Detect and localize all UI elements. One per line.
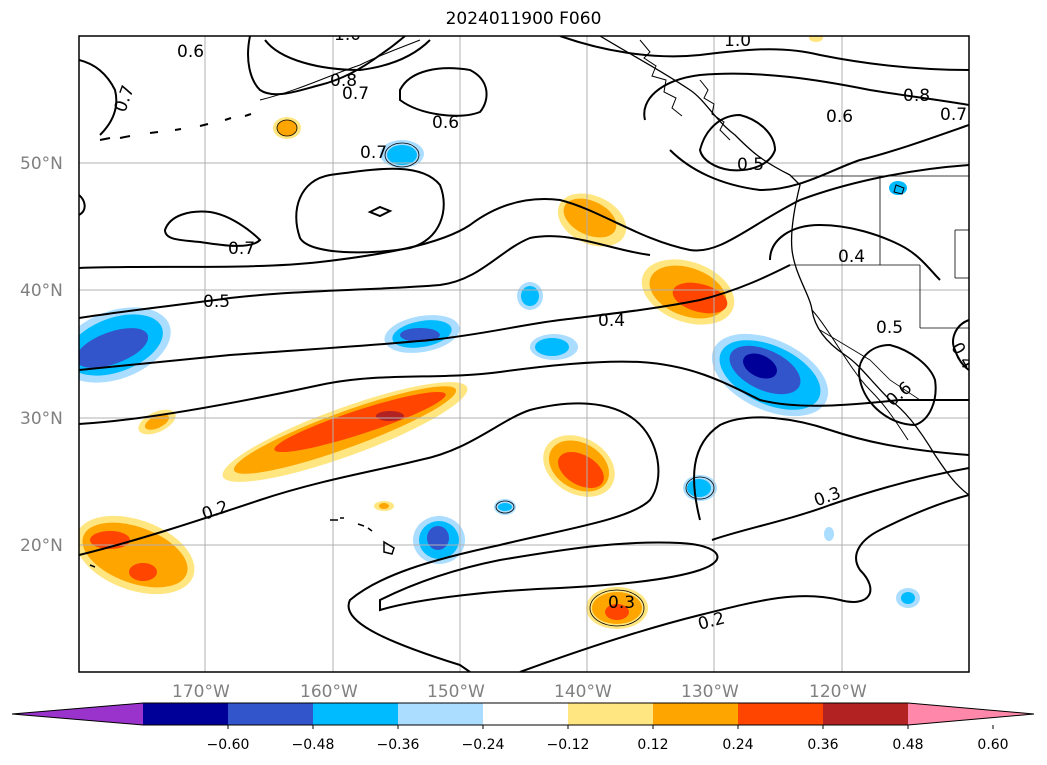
coastlines [89,36,969,568]
contour-label: 0.2 [696,608,727,634]
colorbar-tick-label: −0.12 [547,737,590,753]
contour-label: 0.6 [432,113,459,133]
lat-label: 40°N [20,281,63,301]
colorbar-tick-label: 0.48 [892,737,923,753]
colorbar-swatch [653,703,738,725]
contour-label: 0.7 [940,105,967,125]
contour-label: 0.4 [598,311,625,331]
contour-label: 0.7 [228,239,255,259]
lon-label: 130°W [681,682,739,702]
borders [790,175,969,401]
latitude-labels: 50°N 40°N 30°N 20°N [20,154,63,556]
colorbar-extend-low [12,703,143,725]
contour-label: 0.8 [330,71,357,91]
colorbar-tick-label: −0.36 [377,737,420,753]
map-title: 2024011900 F060 [445,9,602,29]
lon-label: 160°W [300,682,358,702]
colorbar-outline [11,702,1035,726]
lat-label: 30°N [20,409,63,429]
contour-label: 0.3 [608,593,635,613]
colorbar-tick-label: 0.36 [807,737,838,753]
lat-label: 50°N [20,154,63,174]
colorbar-swatch [398,703,483,725]
contour-labels: 0.6 1.0 0.8 0.7 0.6 0.7 1.0 0.8 0.7 0.6 … [111,25,977,635]
lat-label: 20°N [20,536,63,556]
colorbar-tick-label: −0.60 [207,737,250,753]
lon-label: 150°W [427,682,485,702]
contour-label: 0.6 [826,107,853,127]
colorbar-swatch [313,703,398,725]
contour-label: 0.5 [876,318,903,338]
lon-label: 140°W [554,682,612,702]
contour-label: 0.5 [737,155,764,175]
colorbar-tick-label: 0.12 [637,737,668,753]
contour-label: 0.3 [811,483,843,511]
contour-lines [79,36,969,672]
colorbar: −0.60 −0.48 −0.36 −0.24 −0.12 0.12 0.24 0.36 0.4… [11,702,1035,753]
lon-label: 170°W [172,682,230,702]
map-frame [78,35,970,673]
colorbar-tick-label: 0.24 [722,737,753,753]
colorbar-swatch [568,703,653,725]
contour-label: 0.6 [177,42,204,62]
contour-label: 1.0 [724,31,751,51]
shading-outlines [276,119,715,627]
colorbar-swatch [143,703,228,725]
colorbar-extend-high [908,703,1034,725]
colorbar-tick-label: −0.24 [462,737,505,753]
contour-label: 0.4 [946,339,977,372]
contour-label: 0.7 [342,84,369,104]
longitude-labels: 170°W 160°W 150°W 140°W 130°W 120°W [172,682,867,702]
contour-label: 0.7 [111,83,139,115]
lon-label: 120°W [809,682,867,702]
map-panel: 0.6 1.0 0.8 0.7 0.6 0.7 1.0 0.8 0.7 0.6 … [79,25,977,672]
colorbar-tick-label: −0.48 [292,737,335,753]
contour-label: 0.5 [203,292,230,312]
colorbar-swatch [738,703,823,725]
contour-label: 0.8 [903,86,930,106]
colorbar-swatch [228,703,313,725]
shaded-anomalies [79,36,920,629]
contour-label: 1.0 [334,25,361,45]
colorbar-swatch [823,703,908,725]
contour-label: 0.4 [838,247,865,267]
graticule [79,36,969,672]
contour-label: 0.6 [882,378,916,411]
colorbar-swatch [483,703,568,725]
contour-label: 0.7 [360,143,387,163]
colorbar-tick-label: 0.60 [977,737,1008,753]
contour-label: 0.2 [199,497,231,525]
